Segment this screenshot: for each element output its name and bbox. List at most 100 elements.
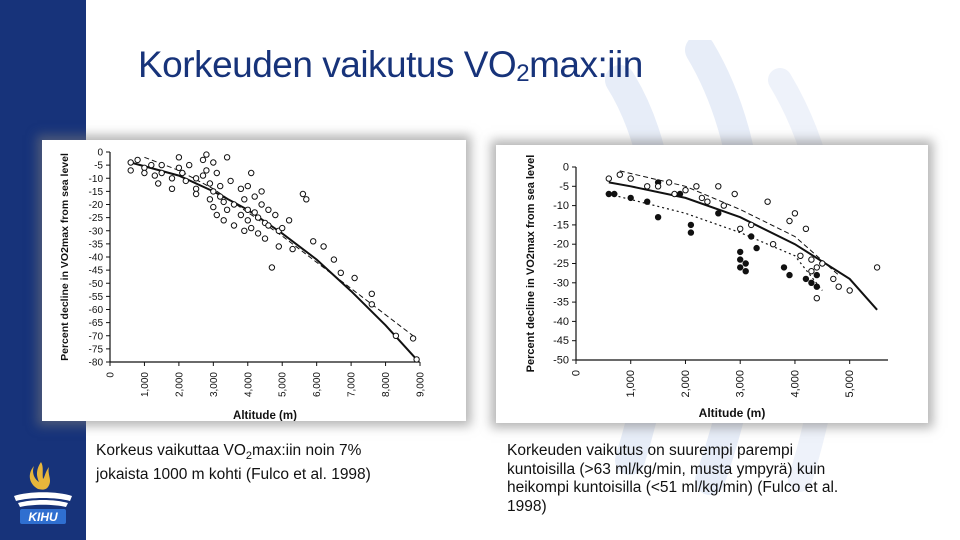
data-point-filled <box>753 244 760 252</box>
x-tick-label: 3,000 <box>735 370 747 398</box>
data-point-open <box>720 202 728 209</box>
data-point-open <box>764 198 771 205</box>
x-tick-label: 7,000 <box>347 372 358 397</box>
x-tick-label: 5,000 <box>278 372 289 397</box>
data-point-open <box>802 225 810 233</box>
y-tick-label: -5 <box>559 181 569 193</box>
data-point-filled <box>737 248 744 256</box>
data-point-open <box>698 194 706 202</box>
data-point-open <box>644 183 651 190</box>
data-point-open <box>835 283 842 290</box>
data-point-open <box>134 156 141 164</box>
y-tick-label: -10 <box>553 200 569 212</box>
y-tick-label: -60 <box>89 305 104 316</box>
data-point-filled <box>808 279 815 287</box>
data-point-open <box>616 171 624 178</box>
data-point-open <box>199 156 207 164</box>
data-point-open <box>873 264 881 271</box>
data-point-open <box>248 169 255 177</box>
data-point-open <box>268 264 276 271</box>
data-point-filled <box>742 268 749 275</box>
y-tick-label: -20 <box>553 239 569 251</box>
x-tick-label: 8,000 <box>381 372 392 397</box>
y-tick-label: -50 <box>89 279 104 290</box>
data-point-open <box>299 190 307 198</box>
data-point-filled <box>676 190 684 198</box>
y-tick-label: -10 <box>89 174 104 185</box>
data-point-open <box>665 179 673 186</box>
y-tick-label: -40 <box>89 253 104 264</box>
data-point-filled <box>715 210 722 217</box>
y-tick-label: -55 <box>89 292 104 303</box>
data-point-open <box>227 177 234 185</box>
y-axis-label: Percent decline in VO2max from sea level <box>59 153 71 361</box>
y-tick-label: -15 <box>553 219 569 231</box>
logo-text: KIHU <box>28 510 58 524</box>
data-point-open <box>368 290 375 298</box>
data-point-open <box>737 225 744 233</box>
data-point-open <box>254 214 262 221</box>
y-tick-label: 0 <box>563 162 569 174</box>
data-point-open <box>258 188 265 195</box>
data-point-open <box>693 183 700 190</box>
data-point-open <box>310 238 317 245</box>
data-point-open <box>351 274 358 282</box>
data-point-open <box>251 193 258 200</box>
data-point-filled <box>813 283 820 290</box>
data-point-filled <box>687 229 695 236</box>
data-point-filled <box>611 190 618 198</box>
data-point-open <box>141 164 148 171</box>
data-point-open <box>320 243 327 250</box>
trend-line-dashed <box>619 170 840 276</box>
data-point-open <box>141 169 148 177</box>
data-point-open <box>217 182 224 190</box>
y-tick-label: -35 <box>553 297 569 309</box>
data-point-open <box>192 190 200 198</box>
altitude-chart-left: 0 -5 -10 -15 -20 -25 -30 -35 -40 -45 -50 -55 -60 -65 -… <box>59 148 427 422</box>
data-point-filled <box>813 271 820 279</box>
data-point-open <box>808 268 815 275</box>
data-point-open <box>748 221 755 229</box>
y-tick-label: -45 <box>553 335 569 347</box>
kihu-logo: KIHU <box>14 462 72 524</box>
data-point-open <box>182 177 190 185</box>
data-point-open <box>213 211 221 219</box>
data-point-open <box>241 227 248 235</box>
x-axis-label: Altitude (m) <box>699 406 766 420</box>
data-point-open <box>819 260 826 267</box>
y-tick-label: -20 <box>89 200 104 211</box>
x-tick-label: 1,000 <box>140 372 151 397</box>
data-point-open <box>244 182 252 190</box>
data-point-open <box>279 224 286 232</box>
caption-right: Korkeuden vaikutus on suurempi parempi k… <box>507 442 839 515</box>
trend-line-solid <box>608 181 878 311</box>
data-point-open <box>127 159 134 166</box>
data-point-open <box>337 269 344 277</box>
y-tick-label: -45 <box>89 266 104 277</box>
chart-axes: 0-5-10-15-20-25-30-35-40-45-500 1,000 2,00… <box>525 155 888 420</box>
data-point-open <box>203 167 210 174</box>
data-point-open <box>210 188 217 195</box>
chart-panel-right: 0 -5 -10 -15 -20 -25 -30 -35 -40 -45 -50 0 1,000 2,00… <box>496 145 928 423</box>
data-point-open <box>769 241 777 248</box>
data-point-open <box>148 161 155 169</box>
y-tick-label: -25 <box>553 258 569 270</box>
data-point-filled <box>786 271 793 279</box>
chart-panel-left: 0 -5 -10 -15 -20 -25 -30 -35 -40 -45 -50 -55 -60 -65 -… <box>42 140 466 421</box>
data-point-open <box>392 332 400 340</box>
page-title: Korkeuden vaikutus VO2max:iin <box>138 44 643 87</box>
data-point-open <box>127 167 134 174</box>
data-point-open <box>151 172 159 179</box>
data-point-open <box>303 196 310 203</box>
data-point-open <box>813 295 820 302</box>
y-tick-label: -75 <box>89 344 104 355</box>
y-tick-label: -15 <box>89 187 104 198</box>
data-point-open <box>791 210 799 217</box>
data-point-open <box>223 206 231 214</box>
x-axis-label: Altitude (m) <box>233 410 297 421</box>
series-open <box>605 171 881 302</box>
data-point-open <box>265 222 272 229</box>
data-point-open <box>217 193 224 200</box>
data-point-open <box>168 185 176 192</box>
data-point-open <box>846 287 853 294</box>
